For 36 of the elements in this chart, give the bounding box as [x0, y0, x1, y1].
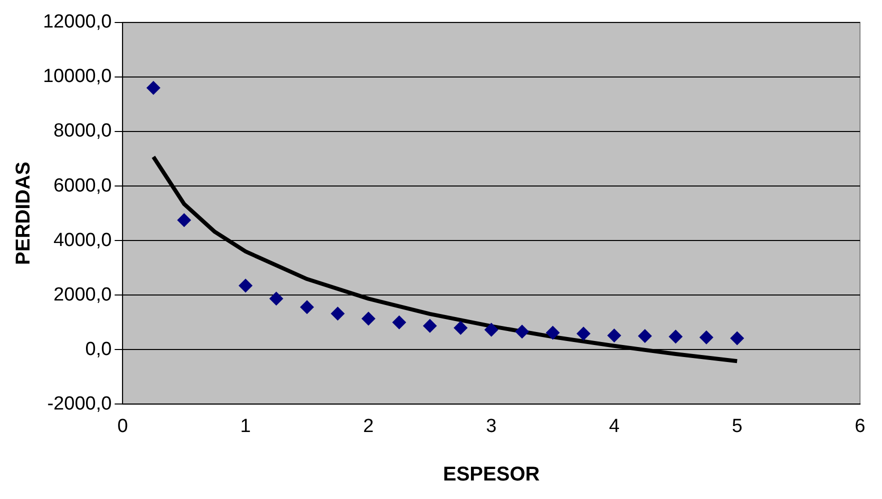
point: [576, 326, 591, 341]
point: [146, 80, 160, 95]
y-tick-label: 0,0: [85, 338, 112, 360]
x-tick-label: 4: [608, 416, 620, 437]
x-tick-label: 3: [486, 416, 497, 437]
x-tick-label: 6: [854, 416, 866, 437]
x-axis-title: ESPESOR: [442, 464, 540, 486]
y-tick-label: 4000,0: [54, 230, 112, 251]
y-tick-label: 12000,0: [42, 12, 112, 33]
point: [699, 330, 714, 344]
point: [422, 318, 437, 333]
point: [238, 278, 253, 293]
y-tick-label: 10000,0: [42, 66, 112, 88]
y-tick-label: 2000,0: [54, 284, 112, 306]
point: [269, 292, 284, 306]
point: [607, 328, 622, 342]
point: [730, 331, 744, 346]
point: [668, 330, 683, 344]
point: [484, 322, 498, 337]
point: [546, 326, 560, 340]
y-axis-title: PERDIDAS: [12, 162, 35, 265]
point: [392, 315, 406, 330]
x-tick-label: 5: [732, 416, 742, 437]
x-tick-label: 2: [363, 416, 374, 437]
point: [454, 320, 468, 335]
x-tick-label: 1: [240, 416, 251, 437]
y-tick-label: 6000,0: [54, 175, 112, 196]
point: [330, 306, 345, 321]
point: [361, 312, 376, 326]
x-tick-label: 0: [117, 416, 128, 437]
point: [638, 329, 652, 344]
point: [300, 300, 314, 314]
y-tick-label: 8000,0: [54, 120, 112, 142]
y-tick-label: -2000,0: [47, 393, 112, 414]
point: [177, 213, 192, 228]
point: [515, 324, 530, 339]
